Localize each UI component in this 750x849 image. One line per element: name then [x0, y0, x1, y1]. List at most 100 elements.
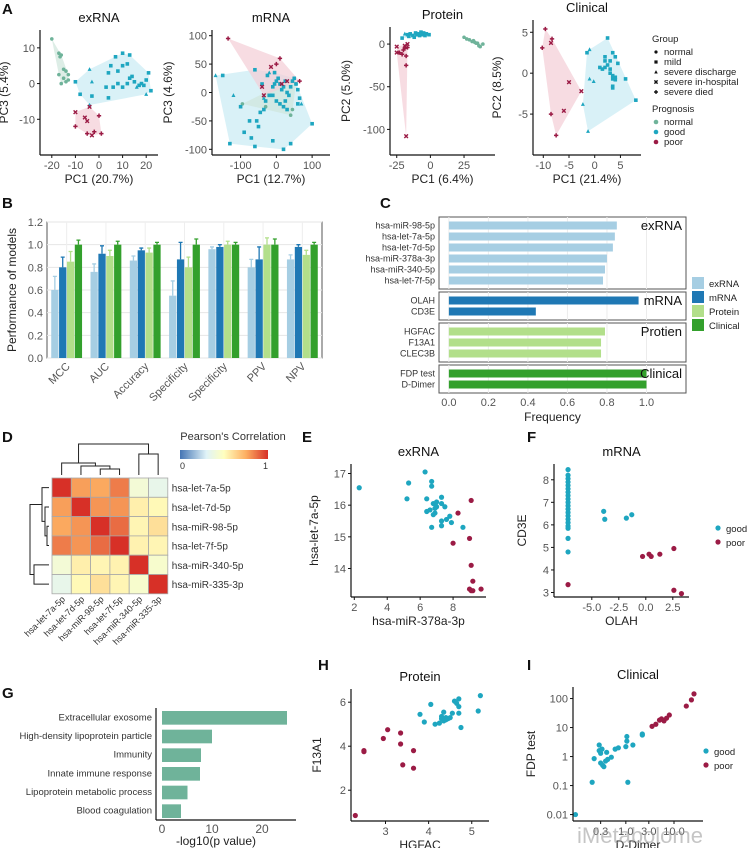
point-good — [253, 144, 257, 149]
x-tick-label: 4 — [426, 826, 432, 838]
y-tick-label: -5 — [518, 109, 528, 121]
point-good — [599, 746, 605, 752]
bar-exRNA — [286, 259, 295, 358]
point-good — [565, 549, 571, 555]
point-good — [456, 710, 462, 716]
point-good — [149, 88, 153, 93]
point-good — [432, 721, 438, 727]
point-good — [402, 31, 407, 36]
row-label: hsa-miR-340-5p — [172, 561, 244, 572]
x-tick-label: 0.8 — [599, 397, 614, 409]
point-poor — [284, 78, 290, 84]
x-tick-label: 2 — [351, 602, 357, 614]
point-good — [417, 33, 422, 38]
x-tick-label: -100 — [230, 160, 252, 172]
x-axis-label-H: HGFAC — [399, 838, 441, 848]
point-good — [427, 507, 433, 513]
point-good — [421, 719, 427, 725]
point-poor — [259, 84, 265, 90]
point-normal — [66, 78, 71, 82]
heatmap-cell — [51, 554, 72, 575]
y-tick-label: -100 — [185, 144, 207, 156]
x-tick-label: 0 — [273, 160, 279, 172]
point-good — [279, 87, 284, 92]
error-bar-mRNA — [178, 241, 183, 260]
point-good — [260, 82, 264, 86]
point-good — [285, 107, 289, 112]
x-axis-label-C: Frequency — [524, 410, 581, 424]
point-poor — [470, 588, 476, 594]
point-good — [596, 742, 602, 748]
point-good — [610, 86, 615, 90]
x-tick-label: Specificity — [147, 360, 191, 404]
point-normal — [288, 113, 293, 118]
y-tick-label: 0.01 — [547, 810, 568, 822]
point-normal — [66, 72, 71, 77]
point-poor — [455, 510, 461, 516]
point-good — [134, 84, 139, 89]
point-good — [276, 76, 280, 81]
x-tick-label: 5 — [617, 160, 623, 172]
error-bar-exRNA — [52, 275, 57, 290]
point-good — [428, 701, 434, 708]
point-good — [407, 34, 411, 39]
point-poor — [402, 46, 407, 51]
point-good — [113, 54, 118, 59]
x-tick-label: 1.0 — [639, 397, 654, 409]
point-poor — [579, 88, 584, 94]
point-good — [443, 516, 450, 523]
point-good — [130, 74, 134, 79]
error-bar-Protein — [107, 249, 112, 256]
y-tick-label: 0.6 — [28, 285, 43, 297]
dendrogram-branch — [80, 465, 111, 475]
point-good — [624, 738, 630, 744]
legend-label-exRNA: exRNA — [709, 279, 740, 290]
heatmap-cell — [109, 574, 130, 595]
point-poor — [394, 44, 400, 49]
x-tick-label: 1.0 — [618, 826, 633, 838]
heatmap-cell — [148, 554, 169, 575]
go-term-label: Blood coagulation — [76, 806, 152, 817]
legend-label-mRNA: mRNA — [709, 293, 738, 304]
point-poor — [352, 812, 358, 819]
legend-group-label: severe died — [664, 87, 713, 98]
point-poor — [683, 703, 689, 709]
point-good — [613, 77, 618, 82]
point-good — [604, 749, 610, 755]
point-poor — [84, 118, 90, 124]
y-tick-label: 16 — [334, 500, 346, 512]
y-tick-label: 5 — [522, 27, 528, 39]
bar-exRNA — [448, 254, 607, 263]
x-tick-label: 0.0 — [441, 397, 456, 409]
point-good — [605, 36, 610, 40]
point-good — [278, 82, 282, 86]
bar-mRNA — [59, 267, 67, 358]
bar-Clinical — [448, 369, 647, 378]
bar-mRNA — [294, 246, 303, 358]
y-tick-label: 2 — [340, 785, 346, 797]
point-good — [610, 77, 615, 81]
point-good — [475, 708, 481, 714]
x-tick-label: 0.2 — [481, 397, 496, 409]
point-good — [272, 82, 277, 86]
point-normal — [64, 69, 68, 73]
point-good — [78, 92, 82, 97]
point-good — [415, 32, 419, 37]
heatmap-cell — [51, 477, 72, 498]
point-poor — [671, 545, 677, 552]
go-bar — [162, 804, 181, 818]
point-normal — [263, 104, 268, 109]
point-good — [610, 50, 615, 55]
legend-label-poor: poor — [714, 761, 733, 772]
x-axis-label-A1: PC1 (20.7%) — [65, 172, 134, 186]
point-normal — [462, 35, 466, 40]
legend-marker-poor — [715, 539, 721, 545]
point-good — [142, 83, 146, 88]
error-bar-exRNA — [170, 280, 175, 296]
x-tick-label: 6 — [417, 602, 423, 614]
dendrogram-branch — [138, 453, 159, 475]
heatmap-cell — [70, 535, 92, 556]
point-normal — [57, 72, 61, 77]
bar-exRNA — [448, 265, 605, 274]
panel-title-A4: Clinical — [566, 0, 608, 15]
